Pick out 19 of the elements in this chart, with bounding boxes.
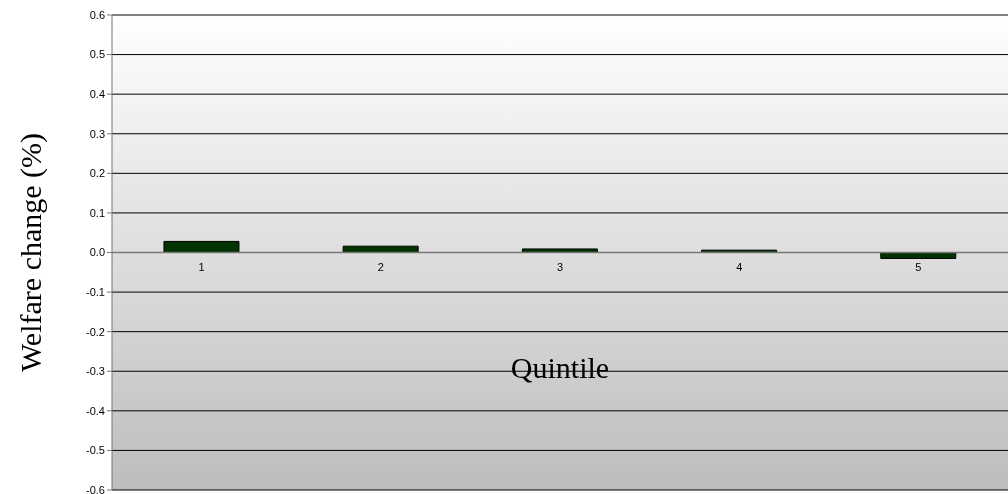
x-tick-label: 5 xyxy=(915,260,922,273)
x-tick-label: 2 xyxy=(377,260,384,273)
y-tick-label: -0.6 xyxy=(86,483,105,494)
y-tick-label: 0.2 xyxy=(89,167,105,180)
y-tick-label: 0.6 xyxy=(89,8,105,21)
x-tick-label: 1 xyxy=(198,260,205,273)
y-tick-label: 0.4 xyxy=(89,88,105,101)
y-axis-title: Welfare change (%) xyxy=(13,132,48,373)
y-tick-label: 0.5 xyxy=(89,48,105,61)
y-tick-label: 0.1 xyxy=(89,206,105,219)
x-tick-label: 4 xyxy=(736,260,743,273)
y-tick-label: -0.4 xyxy=(86,404,105,417)
y-tick-label: -0.5 xyxy=(86,444,105,457)
y-tick-label: -0.2 xyxy=(86,325,105,338)
y-tick-label: -0.3 xyxy=(86,365,105,378)
y-tick-label: -0.1 xyxy=(86,285,105,298)
y-tick-label: 0.3 xyxy=(89,127,105,140)
x-tick-label: 3 xyxy=(556,260,564,273)
y-tick-label: 0.0 xyxy=(89,246,105,259)
